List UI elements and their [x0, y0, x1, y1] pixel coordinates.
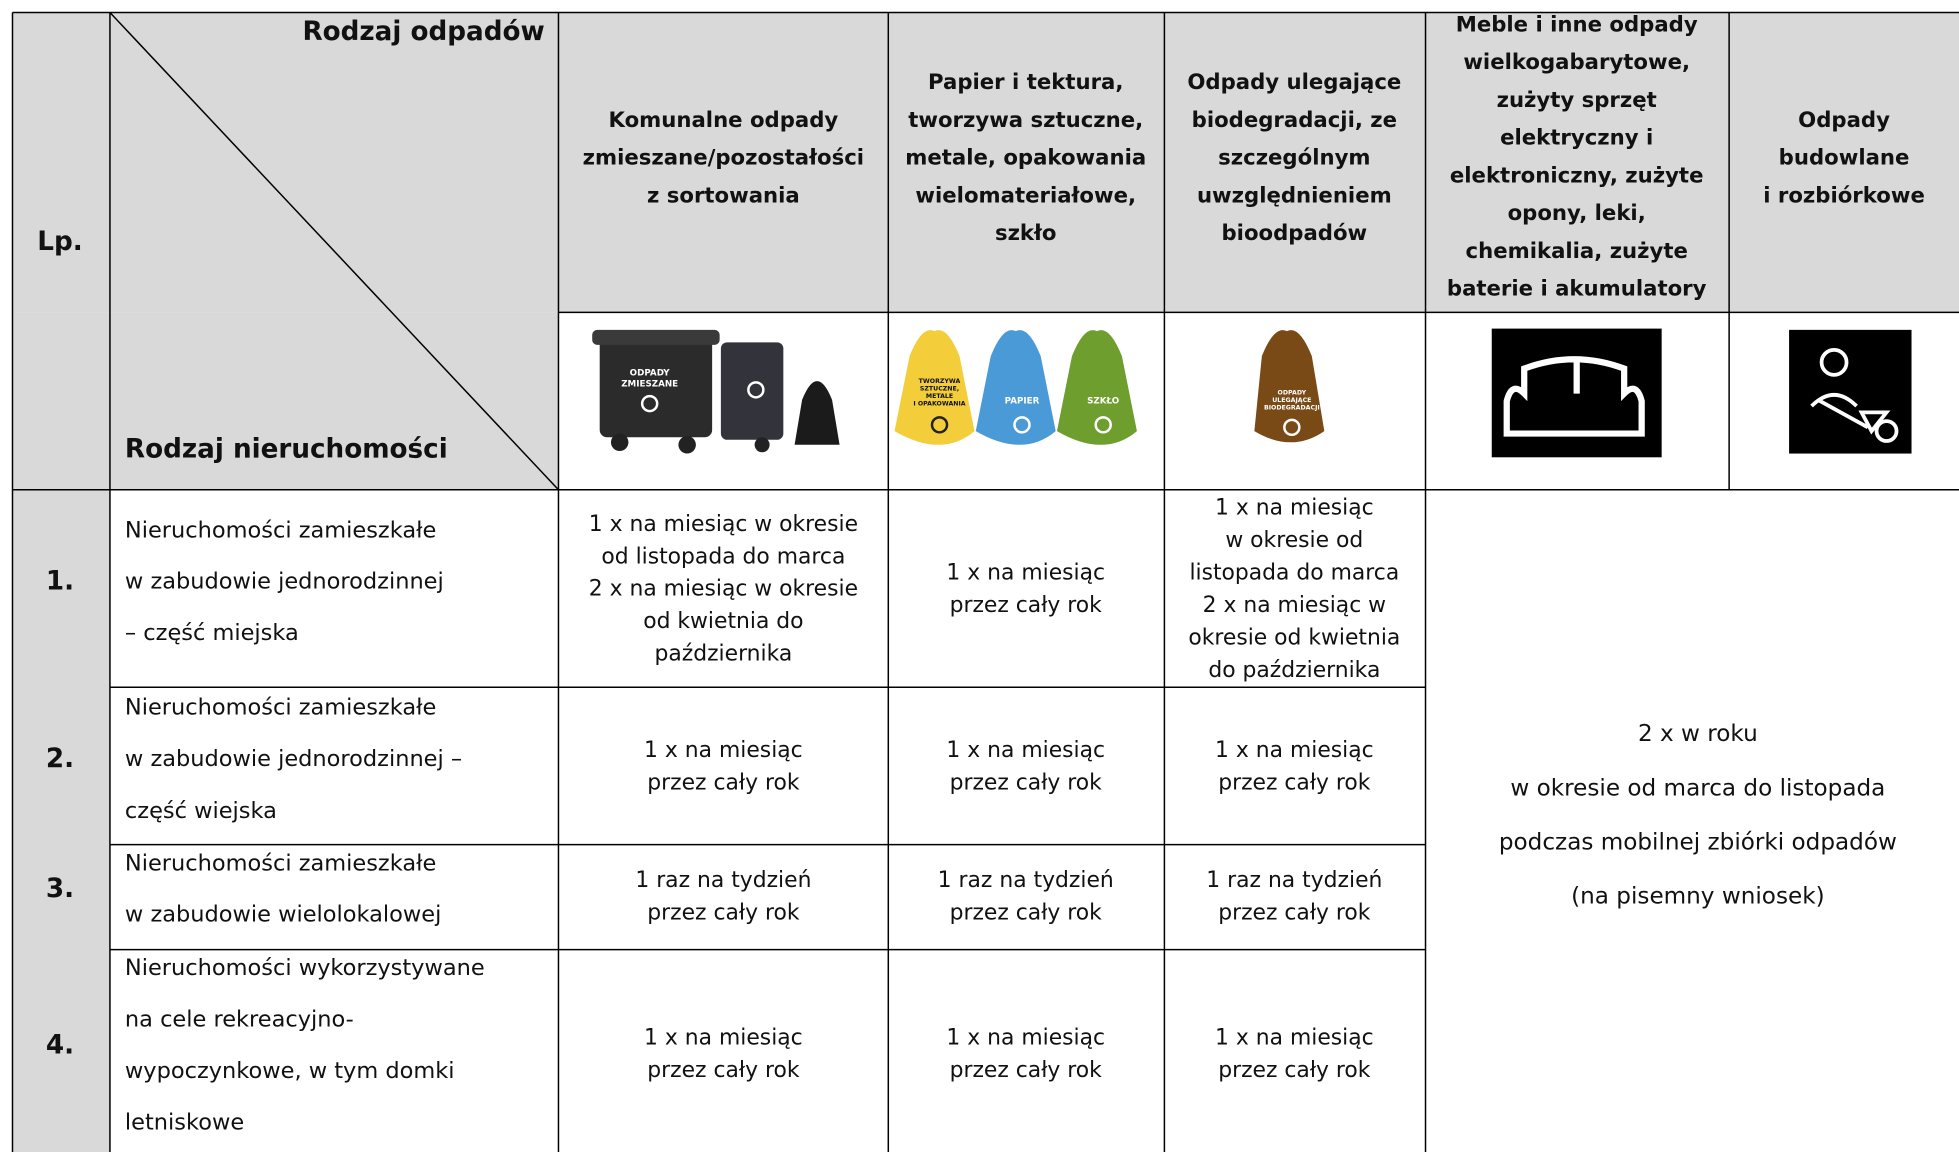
column-header: bioodpadów — [1221, 221, 1367, 246]
frequency: 1 x na miesiąc — [946, 738, 1105, 763]
property-name: Nieruchomości zamieszkałe — [125, 694, 436, 720]
icons — [592, 328, 1912, 458]
property-name: letniskowe — [125, 1110, 244, 1136]
property-name: Nieruchomości wykorzystywane — [125, 955, 485, 981]
waste-type-header: Rodzaj odpadów — [302, 17, 544, 47]
icon-label: TWORZYWA — [919, 378, 961, 385]
frequency: 2 x na miesiąc w — [1203, 593, 1386, 618]
column-header: i rozbiórkowe — [1763, 183, 1925, 208]
frequency: 1 x na miesiąc — [946, 561, 1105, 586]
column-header: Komunalne odpady — [609, 108, 839, 133]
shared-frequency: 2 x w roku — [1638, 721, 1758, 747]
frequency: w okresie od — [1225, 528, 1363, 553]
frequency: okresie od kwietnia — [1188, 625, 1400, 650]
column-header: Odpady ulegające — [1187, 70, 1401, 95]
column-header: biodegradacji, ze — [1192, 108, 1397, 133]
frequency: listopada do marca — [1189, 561, 1399, 586]
column-header: zmieszane/pozostałości — [583, 146, 864, 171]
property-name: na cele rekreacyjno- — [125, 1006, 354, 1032]
frequency: 1 x na miesiąc — [1215, 738, 1374, 763]
frequency: 1 x na miesiąc — [946, 1025, 1105, 1050]
lp-header: Lp. — [37, 227, 82, 257]
frequency: przez cały rok — [1218, 770, 1371, 795]
property-name: część wiejska — [125, 798, 277, 824]
column-header: szkło — [995, 221, 1057, 246]
frequency: przez cały rok — [950, 900, 1103, 925]
frequency: 1 x na miesiąc — [1215, 1025, 1374, 1050]
property-type-header: Rodzaj nieruchomości — [125, 434, 448, 464]
frequency: października — [654, 642, 792, 667]
frequency: 1 x na miesiąc — [644, 1025, 803, 1050]
property-name: – część miejska — [125, 620, 299, 646]
frequency: przez cały rok — [950, 770, 1103, 795]
frequency: od kwietnia do — [643, 609, 803, 634]
column-header: chemikalia, zużyte — [1466, 239, 1688, 264]
column-header: wielkogabarytowe, — [1463, 50, 1690, 75]
property-name: Nieruchomości zamieszkałe — [125, 518, 436, 544]
row-number: 3. — [46, 874, 74, 904]
column-header: szczególnym — [1218, 146, 1370, 171]
frequency: przez cały rok — [950, 593, 1103, 618]
grid-lines — [11, 11, 1959, 1152]
column-header: wielomateriałowe, — [915, 183, 1136, 208]
column-header: Odpady — [1798, 108, 1890, 133]
row-number: 2. — [46, 744, 74, 774]
column-header: tworzywa sztuczne, — [908, 108, 1143, 133]
column-header: z sortowania — [647, 183, 800, 208]
shared-frequency: podczas mobilnej zbiórki odpadów — [1499, 830, 1897, 856]
frequency: 1 raz na tydzień — [635, 868, 811, 893]
column-header: elektroniczny, zużyte — [1450, 163, 1704, 188]
frequency: 1 x na miesiąc w okresie — [589, 512, 858, 537]
icon-label: I OPAKOWANIA — [913, 401, 965, 408]
property-name: w zabudowie jednorodzinnej — [125, 569, 444, 595]
frequency: przez cały rok — [647, 900, 800, 925]
column-header: uwzględnieniem — [1197, 183, 1392, 208]
property-name: w zabudowie jednorodzinnej – — [125, 746, 462, 772]
column-header: zużyty sprzęt — [1497, 88, 1657, 113]
row-number: 1. — [46, 567, 74, 597]
icon-label: SZKŁO — [1087, 397, 1119, 407]
frequency: 1 raz na tydzień — [1206, 868, 1382, 893]
shared-frequency: w okresie od marca do listopada — [1510, 775, 1885, 801]
icon-label: SZTUCZNE, — [920, 386, 959, 393]
column-header: Meble i inne odpady — [1456, 12, 1698, 37]
frequency: 2 x na miesiąc w okresie — [589, 577, 858, 602]
row-number: 4. — [46, 1030, 74, 1060]
shared-frequency: (na pisemny wniosek) — [1571, 884, 1824, 910]
property-name: Nieruchomości zamieszkałe — [125, 850, 436, 876]
frequency: przez cały rok — [647, 770, 800, 795]
icon-label: ODPADY — [1278, 389, 1307, 396]
icon-label: METALE — [926, 393, 953, 400]
frequency: przez cały rok — [1218, 1058, 1371, 1083]
property-name: w zabudowie wielolokalowej — [125, 902, 441, 928]
property-name: wypoczynkowe, w tym domki — [125, 1058, 455, 1084]
frequency: 1 x na miesiąc — [644, 738, 803, 763]
frequency: przez cały rok — [1218, 900, 1371, 925]
icon-label: ULEGAJĄCE — [1272, 397, 1311, 404]
column-header: budowlane — [1779, 146, 1910, 171]
frequency: 1 raz na tydzień — [938, 868, 1114, 893]
column-header: elektryczny i — [1500, 126, 1653, 151]
frequency: 1 x na miesiąc — [1215, 496, 1374, 521]
column-header: opony, leki, — [1508, 201, 1646, 226]
frequency: przez cały rok — [950, 1058, 1103, 1083]
column-header: baterie i akumulatory — [1447, 276, 1707, 301]
icon-label: ZMIESZANE — [621, 380, 678, 390]
frequency: od listopada do marca — [601, 544, 845, 569]
frequency: przez cały rok — [647, 1058, 800, 1083]
column-header: Papier i tektura, — [928, 70, 1123, 95]
icon-label: BIODEGRADACJI — [1264, 404, 1320, 411]
column-header: metale, opakowania — [905, 146, 1146, 171]
icon-label: PAPIER — [1005, 397, 1040, 407]
frequency: do października — [1208, 658, 1380, 683]
icon-label: ODPADY — [630, 368, 671, 378]
